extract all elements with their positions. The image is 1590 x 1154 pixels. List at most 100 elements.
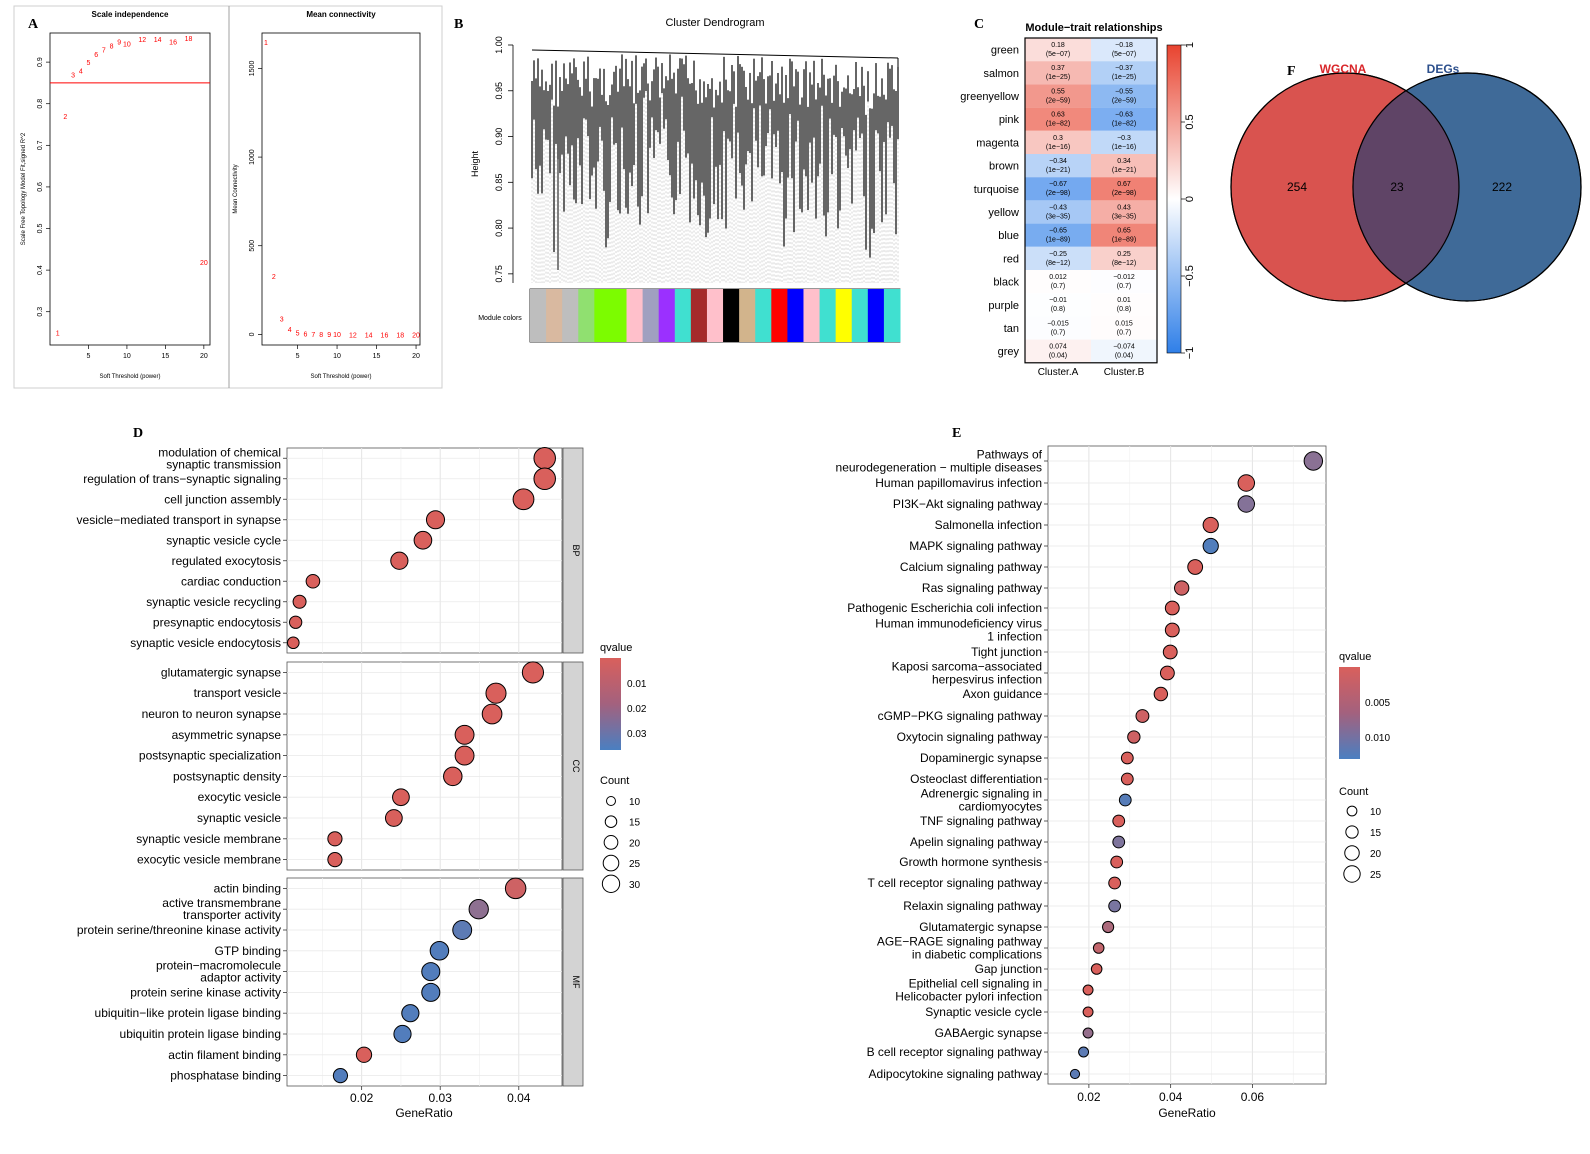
point-label: 3 [71,73,75,80]
term-label: Ras signaling pathway [922,581,1042,595]
cell-value: −0.012 [1113,274,1135,281]
term-dot [327,831,343,847]
color-legend-label: 0.03 [627,729,647,740]
term-label: transporter activity [183,908,281,922]
color-scale-bar [1166,44,1182,354]
color-legend-bar [600,658,621,750]
heatmap-cell [1025,130,1091,154]
term-label: ubiquitin protein ligase binding [120,1027,281,1041]
cell-value: 0.074 [1049,344,1067,351]
module-color-segment [674,289,692,342]
term-label: synaptic vesicle recycling [146,595,281,609]
term-dot [481,703,503,725]
point-label: 8 [110,43,114,50]
cell-value: 0.25 [1117,251,1131,258]
cell-value: 0.65 [1117,228,1131,235]
term-label: Apelin signaling pathway [910,835,1042,849]
point-label: 10 [123,41,131,48]
term-label: Growth hormone synthesis [899,855,1042,869]
plot-frame [261,32,421,346]
facet-strip-label: CC [571,760,581,773]
size-legend-dot [1343,865,1361,883]
y-tick-label: 0.7 [37,140,44,150]
term-dot [454,745,475,766]
term-label: in diabetic complications [912,948,1042,962]
size-legend-dot [1346,805,1358,817]
facet-strip-label: BP [571,544,581,556]
heatmap-cell [1091,154,1157,178]
cell-value: 0.34 [1117,158,1131,165]
term-label: cardiac conduction [181,574,281,588]
term-label: Kaposi sarcoma−associated [892,660,1042,674]
venn-set-name: DEGs [1427,62,1460,76]
panel-label-a: A [28,17,39,32]
term-label: Glutamatergic synapse [919,920,1042,934]
scale-independence-plot: Scale independence Soft Threshold (power)… [21,10,211,380]
heatmap-cell [1091,84,1157,108]
term-dot [1153,686,1169,702]
term-label: Human immunodeficiency virus [875,617,1042,631]
term-dot [1112,835,1126,849]
term-dot [1162,644,1178,660]
term-dot [1303,451,1324,471]
term-label: synaptic vesicle cycle [166,533,281,547]
term-dot [1174,580,1190,596]
term-dot [1118,793,1132,807]
panel-a-soft-threshold: Scale independence Soft Threshold (power)… [13,5,443,389]
cell-pvalue: (3e−35) [1112,213,1136,220]
y-tick-label: 1500 [249,61,256,77]
term-dot [1237,474,1256,492]
term-label: synaptic transmission [166,457,281,471]
term-dot [292,594,307,609]
facet-strip [562,447,584,654]
point-label: 5 [87,60,91,67]
term-label: GTP binding [215,944,282,958]
cell-value: −0.01 [1049,297,1067,304]
term-dot [327,852,343,868]
point-label: 18 [185,36,193,43]
x-tick-label: 0.02 [1077,1090,1101,1104]
row-label: magenta [976,137,1020,149]
cell-pvalue: (1e−21) [1046,167,1070,174]
x-tick-label: 0.04 [507,1091,531,1105]
module-color-segment [819,289,837,342]
panel-label-d: D [133,426,144,441]
point-label: 1 [56,331,60,338]
module-color-segment [578,289,595,342]
module-color-segment [787,289,804,342]
col-label: Cluster.A [1038,367,1079,378]
x-tick-label: 10 [333,353,341,360]
term-label: Helicobacter pylori infection [895,990,1042,1004]
module-color-segment [642,289,660,342]
cell-value: −0.25 [1049,251,1067,258]
term-dot [1164,600,1180,616]
col-label: Cluster.B [1104,367,1145,378]
y-axis-label: Height [470,150,480,177]
top-merge [531,49,899,59]
term-label: modulation of chemical [158,445,281,459]
x-tick-label: 5 [296,353,300,360]
cell-pvalue: (5e−07) [1046,51,1070,58]
cell-pvalue: (1e−82) [1046,121,1070,128]
y-tick-label: 500 [249,240,256,252]
term-dot [1108,899,1122,913]
venn-count: 23 [1390,180,1404,194]
cell-pvalue: (1e−16) [1112,144,1136,151]
module-color-segment [546,289,563,342]
cell-pvalue: (1e−21) [1112,167,1136,174]
plot-frame [1047,445,1327,1085]
term-label: actin filament binding [168,1048,281,1062]
panel-b-cluster-dendrogram: Cluster Dendrogram Height 0.75 0.80 0.85 0.90… [470,17,901,343]
point-label: 1 [264,40,268,47]
cell-value: 0.015 [1115,320,1133,327]
heatmap-cell [1025,177,1091,201]
venn-outline-a [1230,72,1460,302]
term-label: Axon guidance [963,687,1043,701]
term-label: exocytic vesicle membrane [137,853,281,867]
point-label: 14 [154,37,162,44]
x-tick-label: 5 [87,353,91,360]
size-legend-label: 15 [1370,828,1382,839]
cell-pvalue: (1e−89) [1046,237,1070,244]
term-dot [504,877,527,900]
term-dot [425,510,446,530]
